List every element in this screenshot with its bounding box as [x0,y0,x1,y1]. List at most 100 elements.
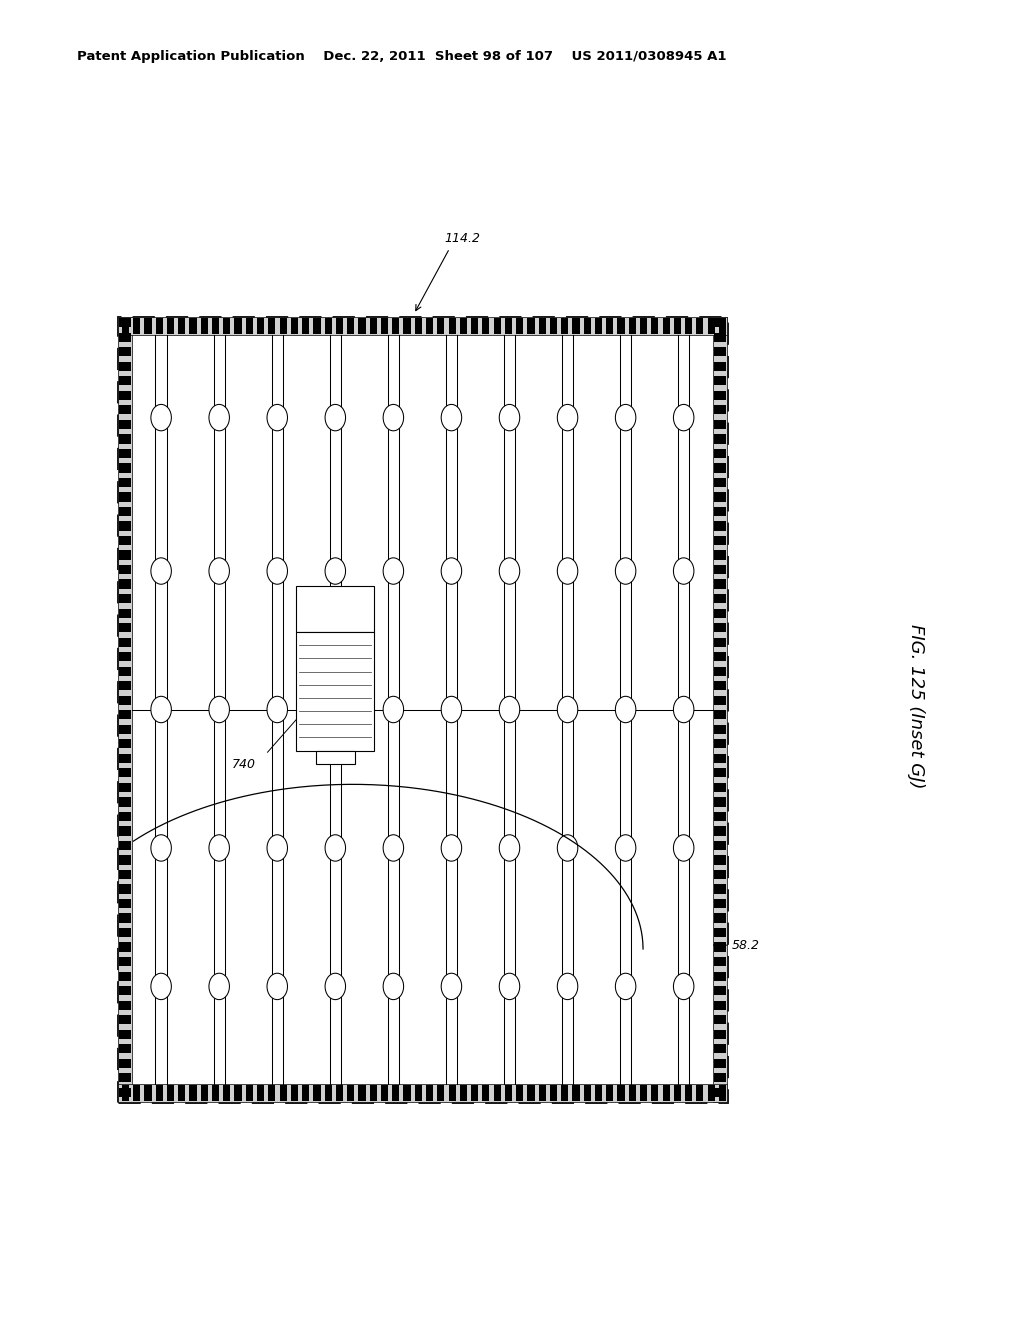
Bar [482,1085,489,1101]
Bar [246,318,253,334]
Bar [714,739,726,748]
Bar [606,1085,613,1101]
Bar [714,681,726,690]
Circle shape [674,558,694,585]
Bar [313,1085,321,1101]
Bar [550,1085,557,1101]
Bar [119,681,131,690]
Bar [674,1085,681,1101]
Bar [167,318,174,334]
Bar [617,318,625,334]
Circle shape [267,404,288,430]
Bar [212,318,219,334]
Bar [119,376,131,385]
Bar [494,318,501,334]
Bar [714,1088,726,1097]
Bar [714,884,726,894]
Circle shape [615,697,636,723]
Bar [119,1059,131,1068]
Circle shape [441,973,462,999]
Circle shape [674,973,694,999]
Bar [133,318,140,334]
Circle shape [209,697,229,723]
Bar [714,565,726,574]
Bar [119,507,131,516]
Bar [437,1085,444,1101]
Bar [584,1085,591,1101]
Bar [119,594,131,603]
Bar [358,318,366,334]
Bar [471,1085,478,1101]
Circle shape [383,404,403,430]
Bar [714,797,726,807]
Bar [313,318,321,334]
Bar [133,1085,140,1101]
Circle shape [441,834,462,861]
Circle shape [557,558,578,585]
Bar [119,550,131,560]
Bar [550,318,557,334]
Bar [370,318,377,334]
Bar [381,1085,388,1101]
Bar [617,1085,625,1101]
Circle shape [267,834,288,861]
Bar [119,1001,131,1010]
Bar [257,1085,264,1101]
Bar [392,318,399,334]
Bar [714,492,726,502]
Bar [296,586,375,632]
Bar [714,362,726,371]
Circle shape [557,697,578,723]
Text: FIG. 125 (Inset GJ): FIG. 125 (Inset GJ) [907,624,926,788]
Bar [336,318,343,334]
Circle shape [500,404,520,430]
Bar [156,1085,163,1101]
Bar [714,1044,726,1053]
Bar [119,333,131,342]
Bar [119,652,131,661]
Bar [119,434,131,444]
Bar [714,725,726,734]
Bar [714,899,726,908]
Bar [119,899,131,908]
Bar [144,318,152,334]
Bar [336,1085,343,1101]
Bar [696,318,703,334]
Bar [685,1085,692,1101]
Bar [714,550,726,560]
Bar [347,1085,354,1101]
Bar [119,710,131,719]
Bar [714,986,726,995]
Circle shape [557,404,578,430]
Bar [119,1088,131,1097]
Circle shape [383,558,403,585]
Bar [280,1085,287,1101]
Bar [460,1085,467,1101]
Bar [122,1085,129,1101]
Bar [527,1085,535,1101]
Bar [714,507,726,516]
Bar [119,855,131,865]
Bar [714,812,726,821]
Bar [714,826,726,836]
Circle shape [557,834,578,861]
Circle shape [209,973,229,999]
Bar [437,318,444,334]
Bar [719,1085,726,1101]
Bar [415,318,422,334]
Bar [714,1059,726,1068]
Bar [119,768,131,777]
Bar [119,318,131,327]
Circle shape [325,973,345,999]
Bar [714,536,726,545]
Bar [629,318,636,334]
Bar [178,1085,185,1101]
Bar [714,1015,726,1024]
Bar [714,333,726,342]
Bar [595,1085,602,1101]
Bar [714,478,726,487]
Bar [561,318,568,334]
Circle shape [615,404,636,430]
Bar [119,797,131,807]
Bar [516,1085,523,1101]
